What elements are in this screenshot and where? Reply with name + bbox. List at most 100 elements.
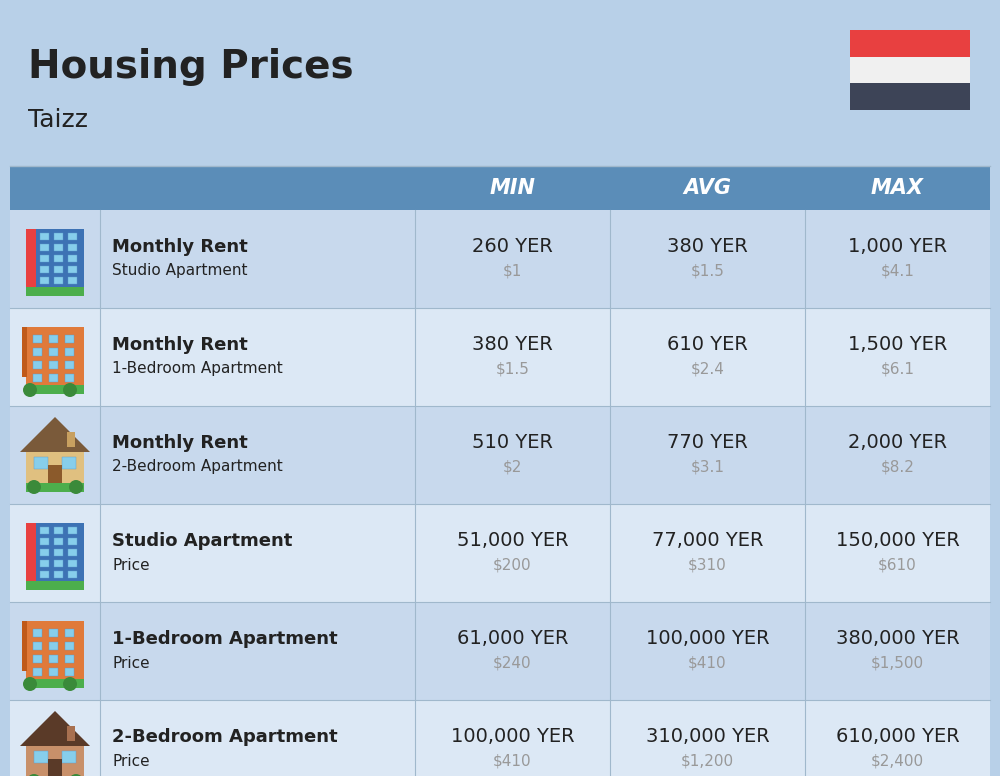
Bar bbox=[40, 233, 49, 240]
Bar bbox=[49, 348, 58, 356]
Text: $4.1: $4.1 bbox=[881, 264, 914, 279]
Text: Price: Price bbox=[112, 656, 150, 670]
Bar bbox=[26, 581, 84, 590]
Bar bbox=[54, 527, 63, 534]
Text: 510 YER: 510 YER bbox=[472, 432, 553, 452]
Bar bbox=[33, 642, 42, 650]
Bar bbox=[62, 457, 76, 469]
Bar bbox=[49, 655, 58, 663]
Bar bbox=[40, 538, 49, 545]
Bar bbox=[48, 465, 62, 485]
Bar bbox=[40, 277, 49, 284]
Text: 1,500 YER: 1,500 YER bbox=[848, 334, 947, 354]
Bar bbox=[26, 621, 84, 681]
Bar bbox=[49, 361, 58, 369]
Bar bbox=[54, 255, 63, 262]
Bar bbox=[62, 751, 76, 763]
Bar bbox=[850, 57, 970, 83]
Text: MAX: MAX bbox=[871, 178, 924, 198]
Text: $1,200: $1,200 bbox=[681, 753, 734, 768]
Text: AVG: AVG bbox=[684, 178, 732, 198]
Bar bbox=[40, 560, 49, 567]
Text: $2.4: $2.4 bbox=[691, 362, 724, 376]
Circle shape bbox=[27, 480, 41, 494]
Text: $610: $610 bbox=[878, 557, 917, 573]
Text: 610,000 YER: 610,000 YER bbox=[836, 726, 959, 746]
Text: 380 YER: 380 YER bbox=[667, 237, 748, 255]
Text: $1: $1 bbox=[503, 264, 522, 279]
Text: $240: $240 bbox=[493, 656, 532, 670]
Bar bbox=[26, 229, 84, 289]
Bar bbox=[26, 327, 84, 387]
Bar bbox=[40, 527, 49, 534]
Bar bbox=[26, 229, 36, 289]
Text: 260 YER: 260 YER bbox=[472, 237, 553, 255]
Bar bbox=[48, 759, 62, 776]
Text: MIN: MIN bbox=[490, 178, 536, 198]
Text: Monthly Rent: Monthly Rent bbox=[112, 434, 248, 452]
Text: 150,000 YER: 150,000 YER bbox=[836, 531, 959, 549]
Bar bbox=[68, 244, 77, 251]
Bar bbox=[54, 244, 63, 251]
Bar bbox=[67, 432, 75, 447]
Bar bbox=[10, 700, 990, 776]
Bar bbox=[49, 629, 58, 637]
Text: 1-Bedroom Apartment: 1-Bedroom Apartment bbox=[112, 362, 283, 376]
Bar bbox=[65, 374, 74, 382]
Bar bbox=[54, 277, 63, 284]
Circle shape bbox=[23, 383, 37, 397]
Bar bbox=[54, 560, 63, 567]
Text: Studio Apartment: Studio Apartment bbox=[112, 264, 248, 279]
Bar bbox=[68, 266, 77, 273]
Bar bbox=[65, 655, 74, 663]
Polygon shape bbox=[20, 417, 90, 452]
Text: $310: $310 bbox=[688, 557, 727, 573]
Text: 2-Bedroom Apartment: 2-Bedroom Apartment bbox=[112, 459, 283, 474]
Text: $1.5: $1.5 bbox=[691, 264, 724, 279]
Bar bbox=[65, 335, 74, 343]
Text: 100,000 YER: 100,000 YER bbox=[646, 629, 769, 647]
Bar bbox=[10, 406, 990, 504]
Text: $410: $410 bbox=[493, 753, 532, 768]
Text: Studio Apartment: Studio Apartment bbox=[112, 532, 292, 550]
Bar bbox=[10, 166, 990, 210]
Bar bbox=[65, 668, 74, 676]
Bar bbox=[26, 746, 84, 776]
Bar bbox=[49, 642, 58, 650]
Bar bbox=[10, 504, 990, 602]
Bar bbox=[22, 621, 27, 671]
Bar bbox=[54, 233, 63, 240]
Bar bbox=[22, 327, 27, 377]
Text: Monthly Rent: Monthly Rent bbox=[112, 336, 248, 354]
Bar bbox=[54, 538, 63, 545]
Text: 51,000 YER: 51,000 YER bbox=[457, 531, 568, 549]
Circle shape bbox=[69, 774, 83, 776]
Bar bbox=[49, 668, 58, 676]
Circle shape bbox=[63, 677, 77, 691]
Text: Housing Prices: Housing Prices bbox=[28, 48, 354, 86]
Bar bbox=[40, 571, 49, 578]
Bar bbox=[54, 571, 63, 578]
Text: 610 YER: 610 YER bbox=[667, 334, 748, 354]
Text: 380,000 YER: 380,000 YER bbox=[836, 629, 959, 647]
Bar bbox=[40, 549, 49, 556]
Bar bbox=[26, 483, 84, 492]
Circle shape bbox=[69, 480, 83, 494]
Bar bbox=[40, 255, 49, 262]
Circle shape bbox=[27, 774, 41, 776]
Text: 1-Bedroom Apartment: 1-Bedroom Apartment bbox=[112, 630, 338, 648]
Bar bbox=[26, 452, 84, 485]
Bar bbox=[68, 277, 77, 284]
Bar bbox=[33, 668, 42, 676]
Bar bbox=[49, 335, 58, 343]
Text: Monthly Rent: Monthly Rent bbox=[112, 238, 248, 256]
Bar bbox=[65, 361, 74, 369]
Bar bbox=[26, 523, 36, 583]
Text: $410: $410 bbox=[688, 656, 727, 670]
Bar bbox=[65, 642, 74, 650]
Bar bbox=[26, 287, 84, 296]
Bar bbox=[68, 233, 77, 240]
Circle shape bbox=[63, 383, 77, 397]
Text: 2-Bedroom Apartment: 2-Bedroom Apartment bbox=[112, 728, 338, 746]
Text: $8.2: $8.2 bbox=[881, 459, 914, 474]
